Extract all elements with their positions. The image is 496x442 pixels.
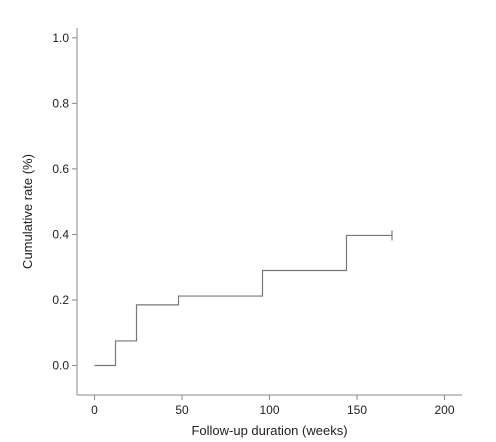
- x-tick-label: 0: [91, 403, 98, 417]
- y-tick-label: 1.0: [52, 31, 69, 45]
- x-tick-label: 150: [347, 403, 367, 417]
- y-tick-label: 0.8: [52, 96, 69, 110]
- axes: [76, 28, 462, 396]
- y-tick-label: 0.2: [52, 293, 69, 307]
- series-group: [94, 230, 393, 367]
- x-tick-label: 50: [175, 403, 189, 417]
- y-tick-label: 0.6: [52, 162, 69, 176]
- y-tick-label: 0.4: [52, 227, 69, 241]
- x-tick-label: 100: [259, 403, 279, 417]
- y-tick-label: 0.0: [52, 359, 69, 373]
- cumulative-rate-step-line: [94, 234, 392, 367]
- y-axis-title: Cumulative rate (%): [20, 154, 35, 269]
- x-axis-title: Follow-up duration (weeks): [191, 423, 347, 438]
- tick-group: 0.0 0.2 0.4 0.6 0.8 1.0 0 50 100 150 200: [52, 31, 455, 417]
- x-tick-label: 200: [434, 403, 454, 417]
